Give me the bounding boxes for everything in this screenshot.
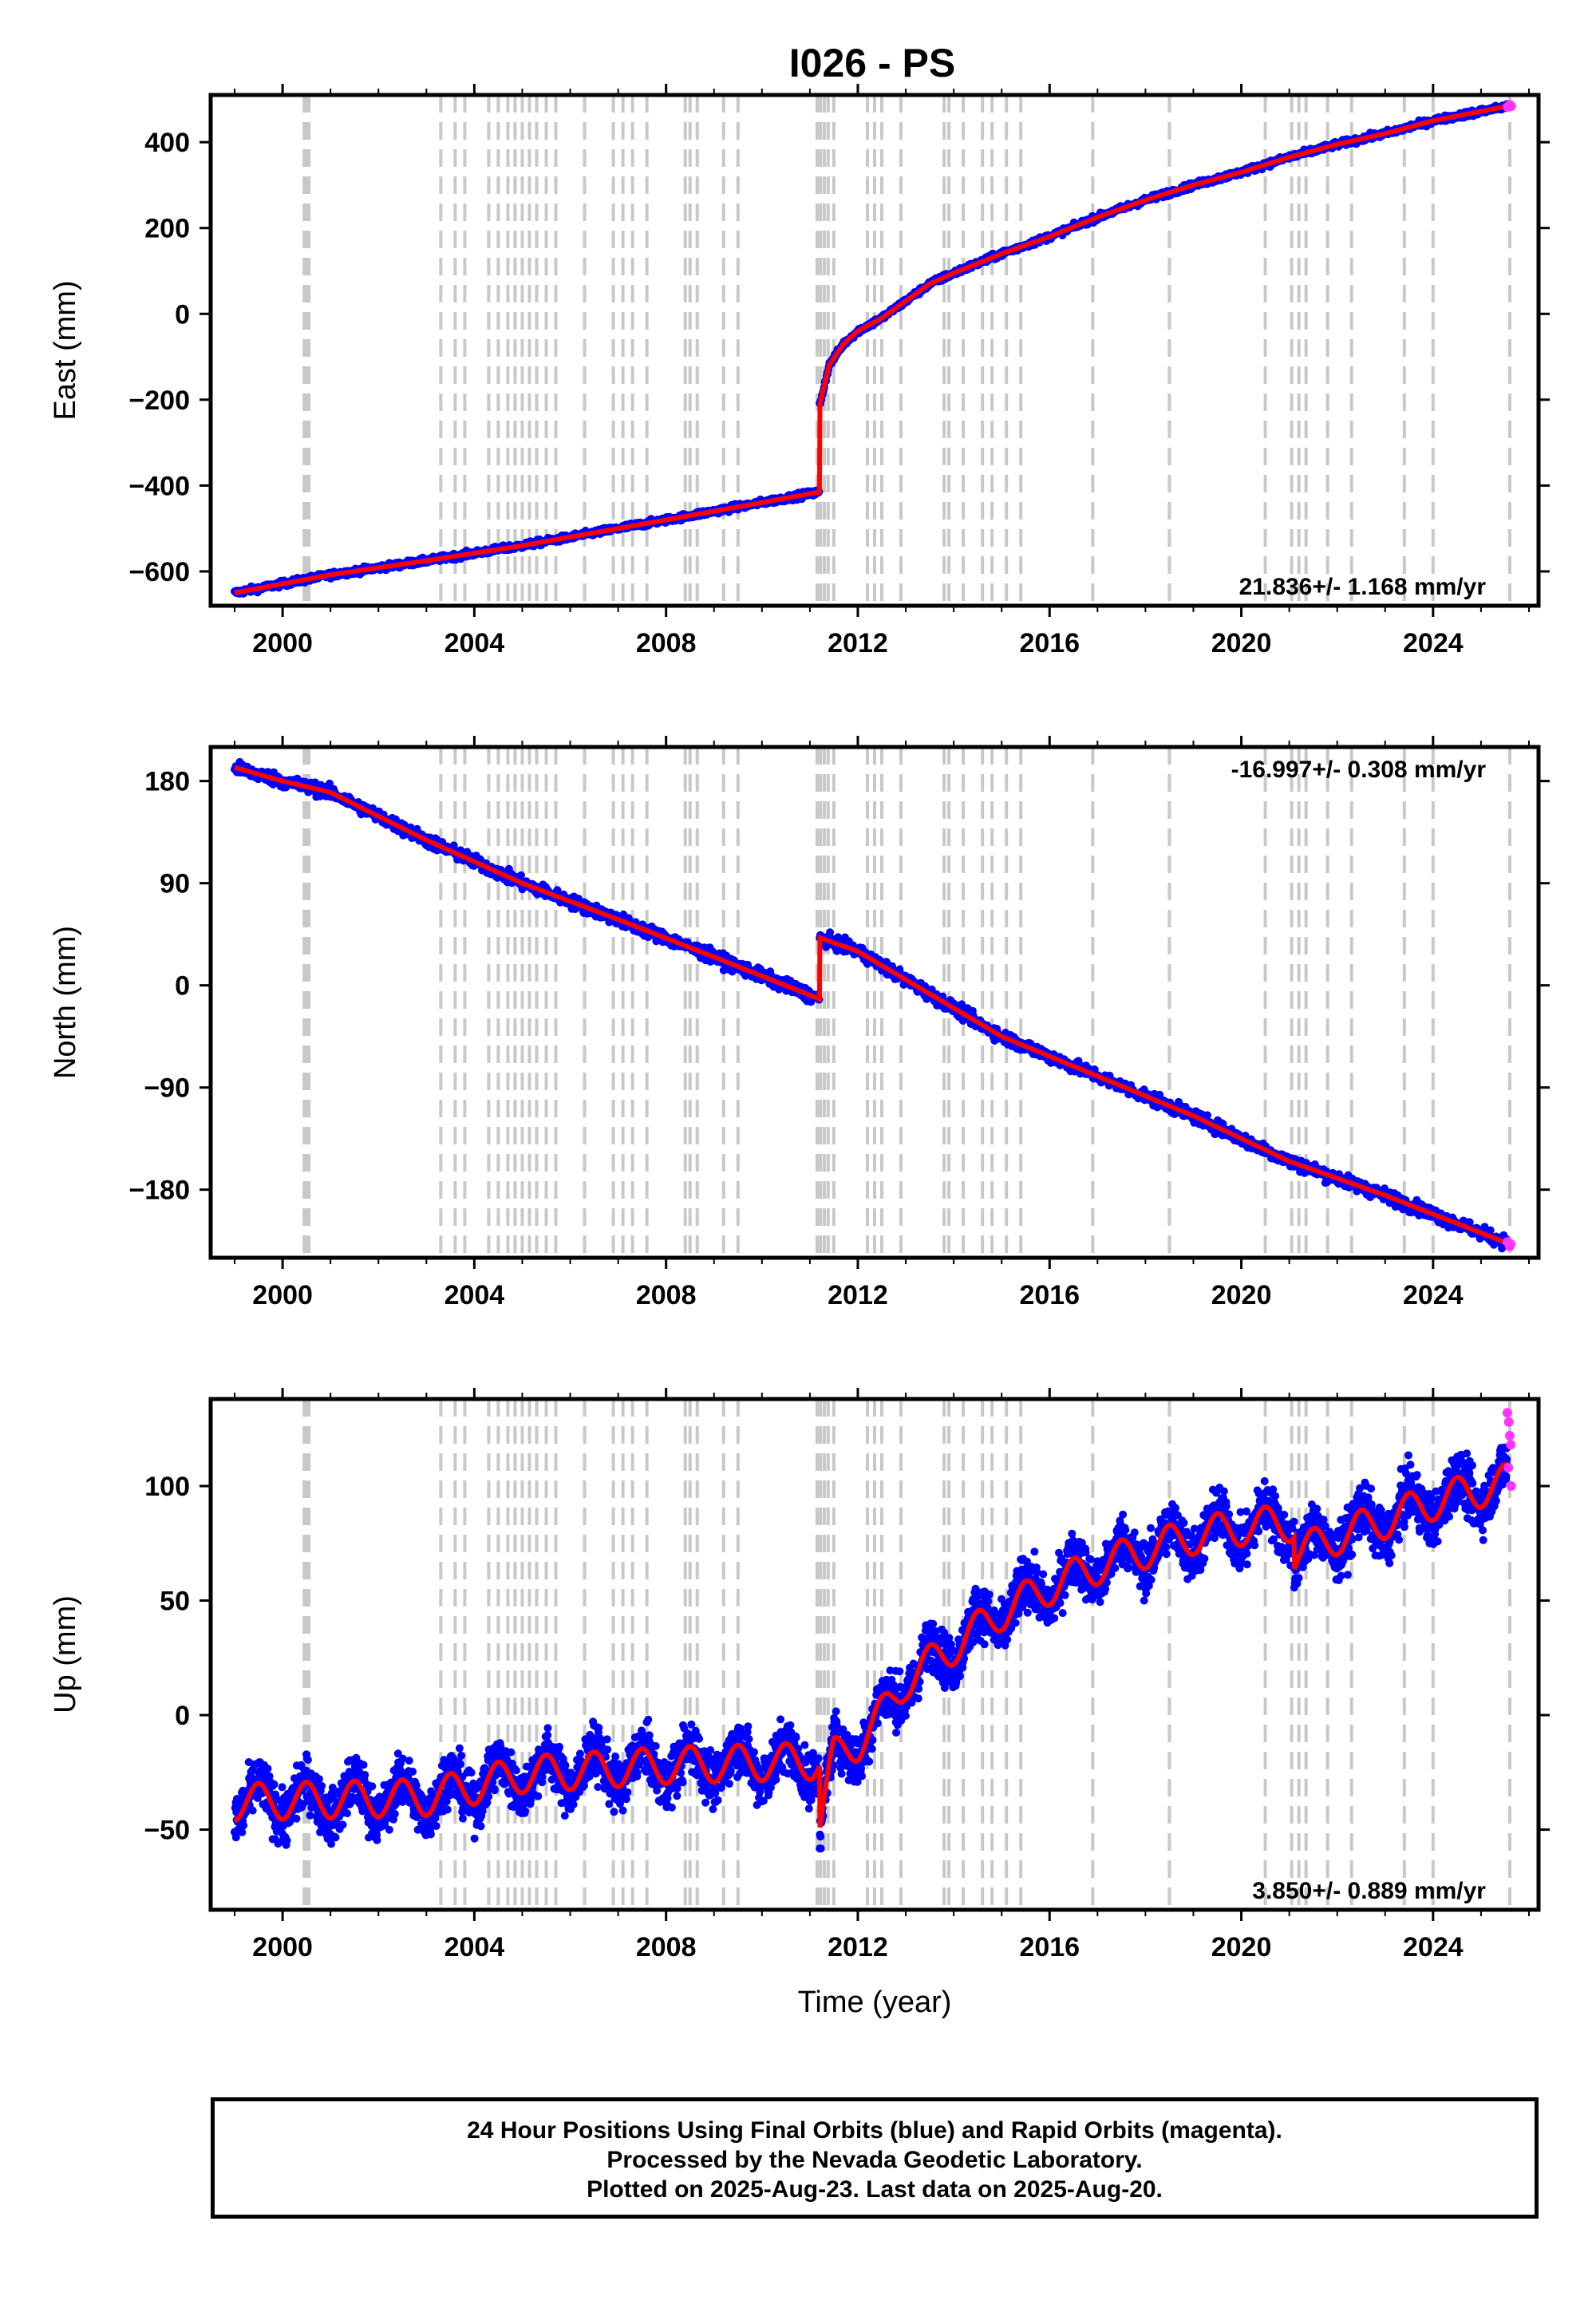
east-model-line (234, 103, 1511, 595)
x-tick-label: 2024 (1403, 628, 1464, 658)
chart-title: I026 - PS (789, 41, 955, 85)
x-tick-label: 2016 (1019, 628, 1080, 658)
x-tick-label: 2012 (828, 1280, 888, 1310)
y-tick-label: 180 (144, 767, 190, 797)
north-rapid-point (1506, 1239, 1516, 1249)
east-rapid-point (1506, 101, 1516, 111)
x-tick-label: 2000 (252, 628, 313, 658)
y-tick-label: −600 (128, 557, 190, 587)
y-tick-label: 200 (144, 214, 190, 244)
up-point (278, 1783, 286, 1792)
x-tick-label: 2000 (252, 1280, 313, 1310)
up-point (231, 1833, 240, 1842)
x-tick-label: 2004 (444, 628, 505, 658)
north-point (1203, 1111, 1211, 1120)
x-tick-label: 2004 (444, 1280, 505, 1310)
east-y-axis-label: East (mm) (49, 280, 82, 420)
east-plot-area (231, 95, 1516, 606)
x-tick-label: 2008 (636, 1280, 697, 1310)
east-rate-label: 21.836+/- 1.168 mm/yr (1239, 574, 1487, 600)
up-final-points (231, 1443, 1511, 1853)
up-point (239, 1821, 248, 1830)
y-tick-label: −200 (128, 385, 190, 416)
y-tick-label: 0 (175, 971, 190, 1002)
x-tick-label: 2020 (1211, 1280, 1272, 1310)
north-rate-label: -16.997+/- 0.308 mm/yr (1231, 757, 1487, 783)
y-tick-label: −180 (128, 1176, 190, 1206)
up-point (282, 1836, 291, 1845)
north-plot-area (231, 747, 1516, 1258)
east-frame (208, 93, 1541, 608)
north-final-points (231, 757, 1511, 1253)
north-y-axis-label: North (mm) (49, 926, 82, 1079)
north-model-line (234, 765, 1511, 1247)
up-plot-area (231, 1399, 1516, 1910)
y-tick-label: 0 (175, 299, 190, 330)
up-point (248, 1806, 257, 1815)
x-tick-label: 2016 (1019, 1280, 1080, 1310)
x-tick-label: 2020 (1211, 628, 1272, 658)
north-panel: 180 90 0 −90 −180 2000 2004 2008 2012 2016 2020 202… (49, 736, 1550, 1310)
up-point (238, 1828, 247, 1836)
north-point (517, 871, 525, 879)
y-tick-label: −90 (144, 1073, 190, 1104)
x-tick-label: 2024 (1403, 1280, 1464, 1310)
x-tick-label: 2008 (636, 628, 697, 658)
up-point (270, 1780, 279, 1788)
up-point (263, 1765, 272, 1773)
east-final-points (231, 100, 1511, 598)
y-tick-label: −400 (128, 471, 190, 501)
y-tick-label: 400 (144, 128, 190, 158)
north-point (326, 779, 334, 788)
x-tick-label: 2012 (828, 628, 888, 658)
y-tick-label: 90 (160, 869, 190, 899)
